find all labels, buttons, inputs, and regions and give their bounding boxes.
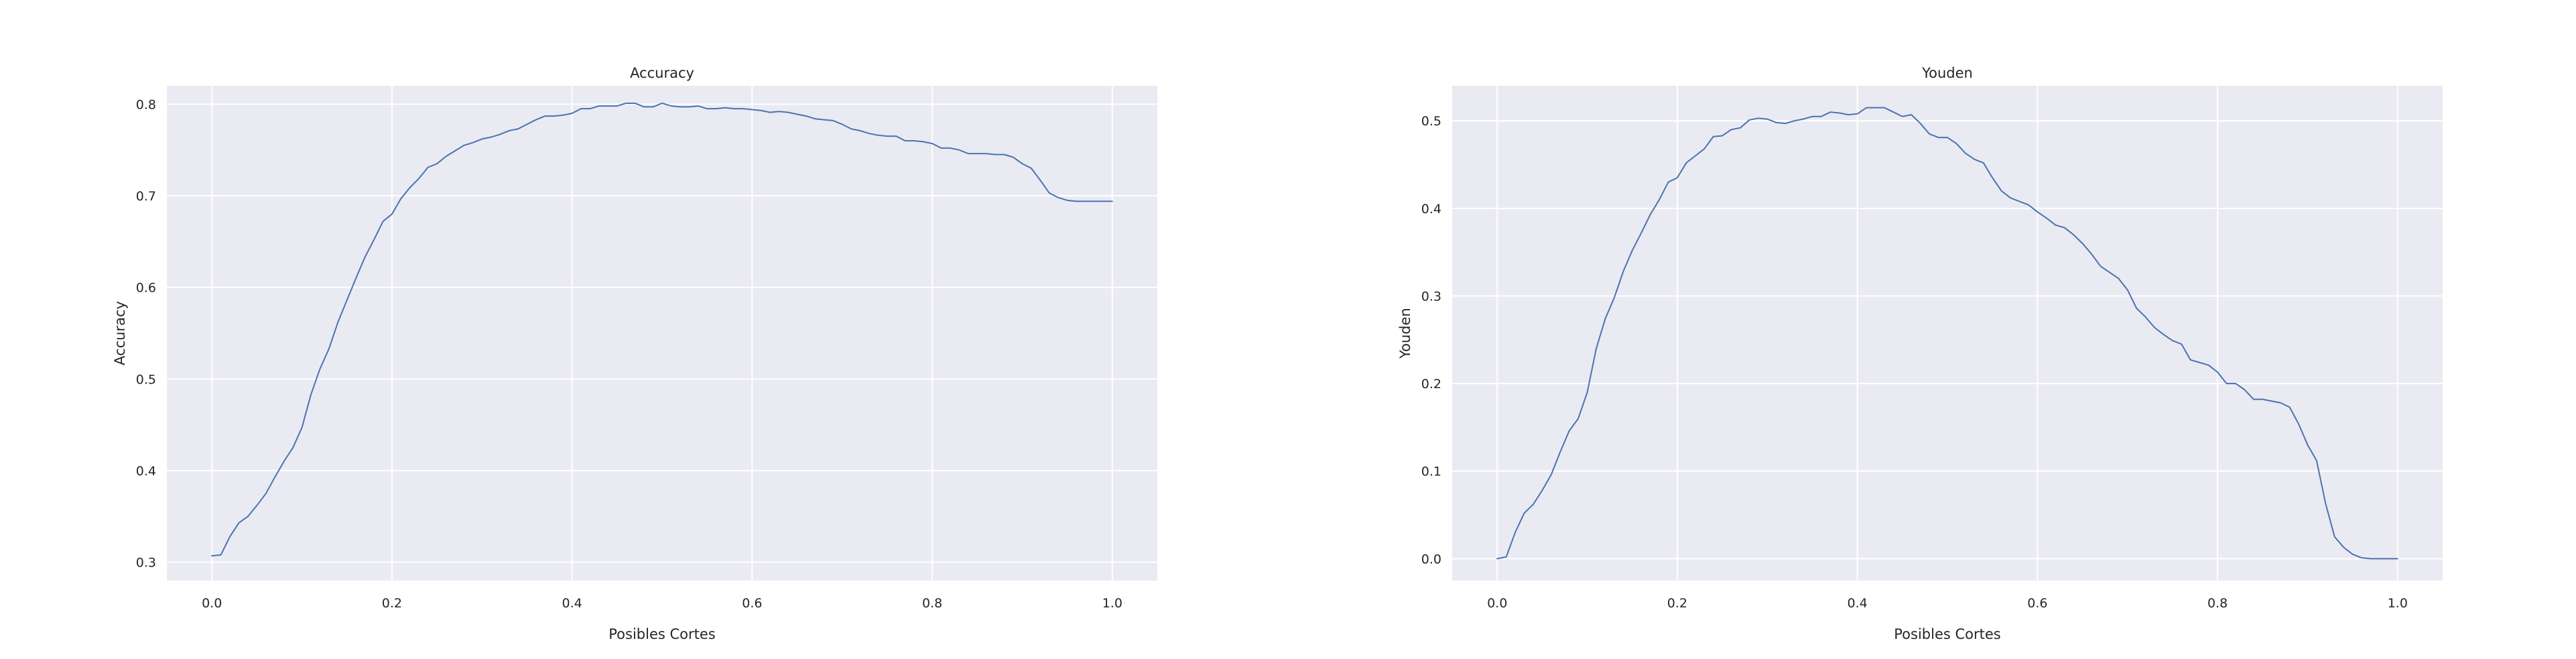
accuracy-x-tick-label: 0.2 xyxy=(382,596,402,611)
accuracy-y-tick-label: 0.7 xyxy=(136,189,156,204)
youden-y-tick-label: 0.5 xyxy=(1421,114,1441,129)
accuracy-y-tick-label: 0.5 xyxy=(136,372,156,387)
accuracy-x-tick-label: 0.6 xyxy=(742,596,762,611)
youden-y-tick-label: 0.3 xyxy=(1421,289,1441,304)
youden-chart: 0.0 0.2 0.4 0.6 0.8 1.0 0.0 0.1 0.2 0.3 0.4 0.5 Youd… xyxy=(1397,65,2443,642)
accuracy-y-tick-label: 0.3 xyxy=(136,556,156,571)
youden-x-tick-label: 0.8 xyxy=(2207,596,2228,611)
accuracy-y-axis-label: Accuracy xyxy=(112,301,128,365)
accuracy-y-tick-label: 0.8 xyxy=(136,97,156,112)
youden-y-tick-label: 0.1 xyxy=(1421,465,1441,479)
youden-y-axis-label: Youden xyxy=(1397,308,1413,359)
youden-y-tick-label: 0.4 xyxy=(1421,202,1441,217)
youden-plot-area xyxy=(1452,86,2443,581)
youden-x-tick-label: 1.0 xyxy=(2388,596,2408,611)
accuracy-x-tick-label: 0.0 xyxy=(202,596,222,611)
youden-y-tick-label: 0.0 xyxy=(1421,552,1441,566)
youden-x-axis-label: Posibles Cortes xyxy=(1894,626,2000,642)
accuracy-chart: 0.0 0.2 0.4 0.6 0.8 1.0 0.3 0.4 0.5 0.6 0.7 0.8 Accu… xyxy=(112,65,1157,642)
accuracy-x-axis-label: Posibles Cortes xyxy=(608,626,715,642)
accuracy-chart-title: Accuracy xyxy=(630,65,694,81)
accuracy-plot-area xyxy=(167,86,1157,581)
accuracy-x-tick-label: 1.0 xyxy=(1102,596,1122,611)
accuracy-x-tick-label: 0.8 xyxy=(922,596,942,611)
youden-y-tick-label: 0.2 xyxy=(1421,377,1441,392)
accuracy-y-tick-label: 0.4 xyxy=(136,464,156,479)
accuracy-y-tick-label: 0.6 xyxy=(136,281,156,296)
youden-x-tick-label: 0.6 xyxy=(2027,596,2047,611)
youden-x-tick-label: 0.2 xyxy=(1667,596,1687,611)
accuracy-series-line xyxy=(211,102,1113,557)
youden-series-line xyxy=(1496,107,2398,560)
youden-x-tick-label: 0.0 xyxy=(1487,596,1507,611)
youden-x-tick-label: 0.4 xyxy=(1848,596,1868,611)
accuracy-x-tick-label: 0.4 xyxy=(562,596,582,611)
youden-chart-title: Youden xyxy=(1921,65,1973,81)
